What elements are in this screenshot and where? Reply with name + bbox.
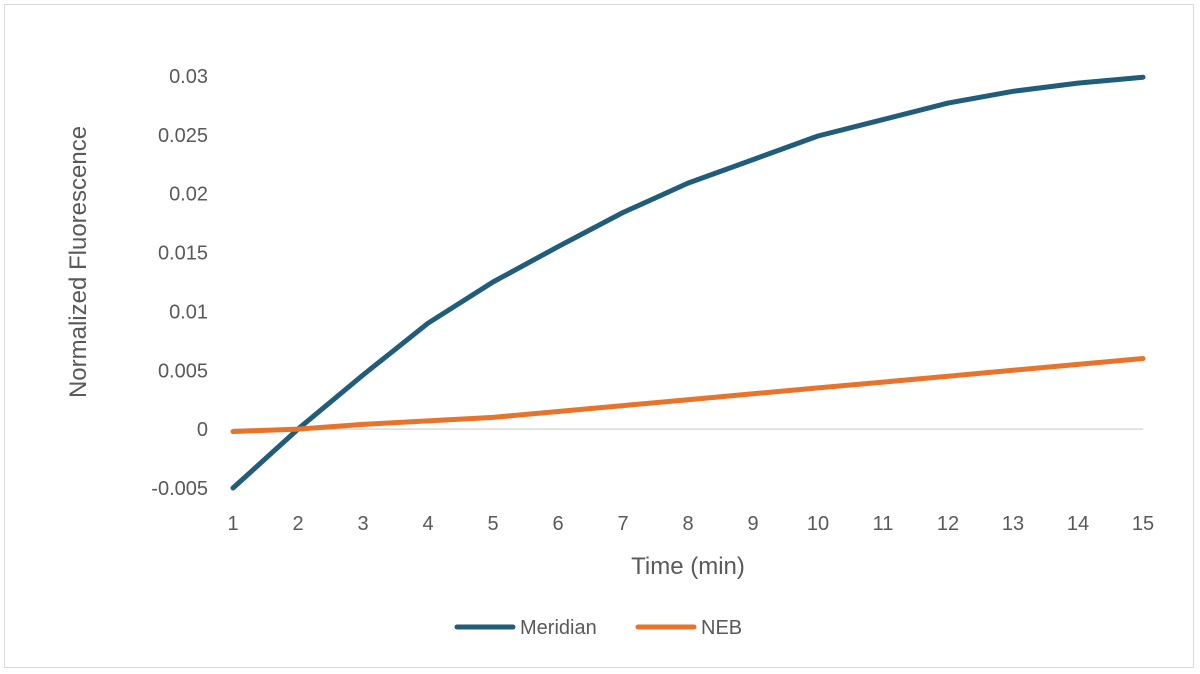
chart-frame <box>4 4 1194 668</box>
x-tick-label: 7 <box>617 513 628 535</box>
y-axis-ticks: -0.005 0 0.005 0.01 0.015 0.02 0.025 0.03 <box>151 66 208 500</box>
legend-label-neb: NEB <box>701 617 742 639</box>
x-axis-title: Time (min) <box>631 553 745 580</box>
y-tick-label: 0.01 <box>169 301 208 323</box>
x-tick-label: 4 <box>422 513 433 535</box>
y-tick-label: 0.005 <box>158 360 208 382</box>
x-tick-label: 9 <box>747 513 758 535</box>
series-line-meridian <box>230 74 1146 491</box>
y-tick-label: 0.025 <box>158 125 208 147</box>
series-lines <box>230 74 1146 491</box>
x-axis-ticks: 1 2 3 4 5 6 7 8 9 10 11 12 13 14 15 <box>227 513 1154 535</box>
x-tick-label: 8 <box>682 513 693 535</box>
y-tick-label: 0.015 <box>158 243 208 265</box>
legend-label-meridian: Meridian <box>520 617 597 639</box>
x-tick-label: 2 <box>292 513 303 535</box>
x-tick-label: 15 <box>1132 513 1154 535</box>
x-tick-label: 13 <box>1002 513 1024 535</box>
x-tick-label: 14 <box>1067 513 1089 535</box>
legend: Meridian NEB <box>454 617 742 639</box>
x-tick-label: 1 <box>227 513 238 535</box>
y-axis-title: Normalized Fluorescence <box>65 126 92 398</box>
x-tick-label: 6 <box>552 513 563 535</box>
y-tick-label: 0.02 <box>169 184 208 206</box>
y-tick-label: -0.005 <box>151 478 208 500</box>
x-tick-label: 11 <box>873 513 894 535</box>
x-tick-label: 12 <box>937 513 959 535</box>
y-tick-label: 0 <box>197 419 208 441</box>
y-tick-label: 0.03 <box>169 66 208 88</box>
series-line-neb <box>230 356 1146 434</box>
x-tick-label: 5 <box>487 513 498 535</box>
x-tick-label: 3 <box>357 513 368 535</box>
x-tick-label: 10 <box>807 513 829 535</box>
